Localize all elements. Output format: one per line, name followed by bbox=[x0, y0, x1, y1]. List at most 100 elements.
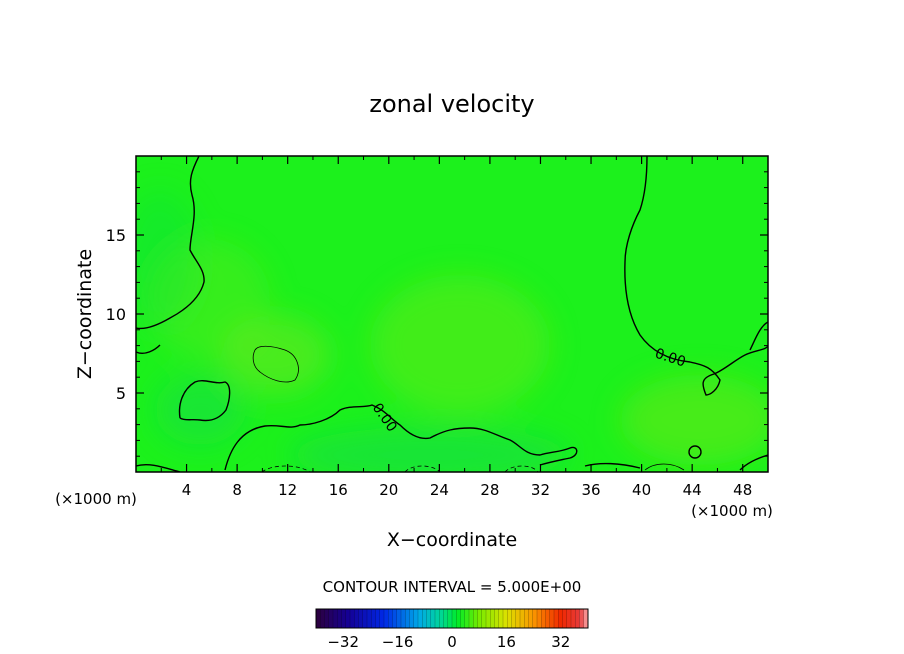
zero-contour bbox=[178, 380, 231, 422]
colorbar-swatch bbox=[418, 609, 423, 628]
x-tick-label: 40 bbox=[632, 481, 651, 499]
colorbar-swatch bbox=[473, 609, 478, 628]
colorbar-swatch bbox=[554, 609, 559, 628]
colorbar-swatch bbox=[337, 609, 342, 628]
colorbar-swatch bbox=[490, 609, 495, 628]
x-tick-label: 24 bbox=[430, 481, 449, 499]
colorbar-swatch bbox=[464, 609, 470, 628]
colorbar-swatch bbox=[401, 609, 406, 628]
colorbar-swatch bbox=[562, 609, 568, 628]
colorbar-tick-label: 16 bbox=[497, 633, 516, 651]
x-axis-label: X−coordinate bbox=[387, 529, 517, 551]
zero-contour bbox=[749, 321, 768, 351]
colorbar-swatch bbox=[371, 609, 376, 628]
negative-blob bbox=[136, 190, 200, 330]
colorbar-swatch bbox=[579, 609, 585, 628]
x-tick-label: 36 bbox=[581, 481, 600, 499]
colorbar-swatch bbox=[520, 609, 525, 628]
colorbar-swatch bbox=[324, 609, 330, 628]
colorbar-swatch bbox=[354, 609, 359, 628]
colorbar-swatch bbox=[498, 609, 504, 628]
y-tick-label: 10 bbox=[106, 305, 126, 324]
x-unit-label-right: (×1000 m) bbox=[691, 502, 773, 520]
colorbar-swatch bbox=[549, 609, 555, 628]
y-axis: 5 10 15 bbox=[106, 171, 768, 457]
x-axis: 4 8 12 16 20 24 28 32 36 40 44 48 bbox=[160, 156, 752, 499]
colorbar-frame bbox=[315, 608, 589, 629]
negative-blob bbox=[155, 375, 245, 445]
colorbar-swatch bbox=[469, 609, 474, 628]
colorbar-swatch bbox=[341, 609, 347, 628]
zero-contour bbox=[584, 462, 641, 469]
colorbar-swatch bbox=[426, 609, 432, 628]
x-tick-label: 20 bbox=[379, 481, 398, 499]
colorbar-tick-label: 32 bbox=[551, 633, 570, 651]
x-tick-label: 48 bbox=[733, 481, 752, 499]
positive-blob bbox=[370, 275, 550, 415]
colorbar-swatch bbox=[435, 609, 440, 628]
colorbar-swatch bbox=[571, 609, 576, 628]
x-tick-label: 44 bbox=[683, 481, 702, 499]
colorbar-swatch bbox=[477, 609, 483, 628]
colorbar-swatch bbox=[388, 609, 393, 628]
colorbar-swatch bbox=[328, 609, 334, 628]
colorbar-swatch bbox=[511, 609, 517, 628]
colorbar-swatch bbox=[558, 609, 563, 628]
colorbar-swatch bbox=[409, 609, 415, 628]
colorbar-swatch bbox=[447, 609, 453, 628]
colorbar-swatch bbox=[532, 609, 538, 628]
plot-area: 0.00 0.00 bbox=[136, 156, 768, 472]
colorbar-swatch bbox=[333, 609, 338, 628]
y-tick-label: 5 bbox=[116, 384, 126, 403]
colorbar-swatch bbox=[545, 609, 551, 628]
chart-title: zonal velocity bbox=[369, 90, 534, 118]
colorbar-swatch bbox=[367, 609, 372, 628]
colorbar-swatch bbox=[439, 609, 444, 628]
zero-contour bbox=[688, 445, 702, 459]
y-tick-label: 15 bbox=[106, 226, 126, 245]
colorbar-swatch bbox=[320, 609, 325, 628]
colorbar-swatch bbox=[575, 609, 580, 628]
colorbar-swatch bbox=[345, 609, 351, 628]
colorbar-swatch bbox=[392, 609, 398, 628]
x-tick-label: 8 bbox=[232, 481, 242, 499]
colorbar-swatch bbox=[566, 609, 572, 628]
y-axis-label: Z−coordinate bbox=[74, 249, 96, 379]
colorbar-swatch bbox=[358, 609, 364, 628]
colorbar bbox=[315, 609, 589, 628]
colorbar-swatch bbox=[350, 609, 355, 628]
zero-contour bbox=[136, 156, 205, 330]
negative-contours bbox=[261, 465, 539, 472]
colorbar-tick-labels: −32 −16 0 16 32 bbox=[327, 633, 570, 651]
colorbar-swatch bbox=[362, 609, 368, 628]
negative-blob bbox=[290, 427, 570, 472]
colorbar-swatch bbox=[494, 609, 500, 628]
colorbar-swatch bbox=[481, 609, 487, 628]
colorbar-swatch bbox=[528, 609, 534, 628]
colorbar-swatch bbox=[460, 609, 466, 628]
x-tick-label: 16 bbox=[329, 481, 348, 499]
positive-contours bbox=[252, 345, 685, 471]
colorbar-swatch bbox=[375, 609, 381, 628]
colorbar-swatch bbox=[379, 609, 385, 628]
x-tick-label: 4 bbox=[182, 481, 192, 499]
x-tick-label: 32 bbox=[531, 481, 550, 499]
colorbar-swatch bbox=[486, 609, 491, 628]
colorbar-swatch bbox=[443, 609, 449, 628]
colorbar-swatch bbox=[384, 609, 389, 628]
zero-contour bbox=[624, 156, 768, 396]
colorbar-swatch bbox=[422, 609, 427, 628]
x-tick-label: 12 bbox=[278, 481, 297, 499]
zero-contour bbox=[224, 404, 578, 471]
colorbar-tick-label: −16 bbox=[382, 633, 414, 651]
colorbar-swatch bbox=[503, 609, 508, 628]
x-tick-label: 28 bbox=[480, 481, 499, 499]
zero-contour bbox=[136, 463, 181, 472]
positive-blob bbox=[620, 375, 768, 465]
colorbar-swatch bbox=[537, 609, 542, 628]
colorbar-swatch bbox=[583, 609, 589, 628]
colorbar-swatch bbox=[541, 609, 546, 628]
colorbar-swatch bbox=[452, 609, 457, 628]
colorbar-swatch bbox=[396, 609, 402, 628]
zero-contour bbox=[136, 344, 161, 354]
